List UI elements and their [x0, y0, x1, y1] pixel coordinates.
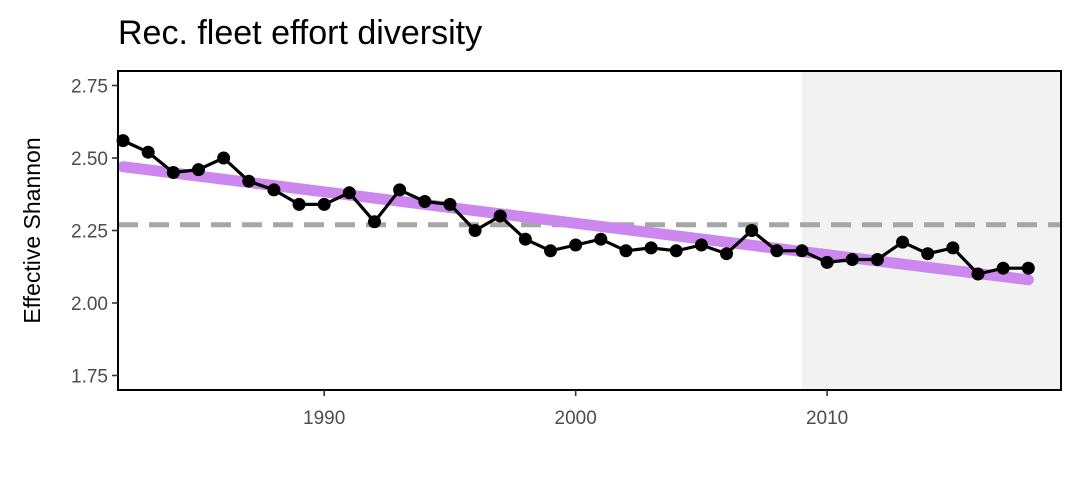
data-point [317, 197, 331, 211]
data-point [141, 145, 155, 159]
chart-title: Rec. fleet effort diversity [118, 14, 483, 52]
data-points [116, 134, 1035, 281]
y-tick-label: 2.25 [71, 222, 108, 243]
data-point [468, 224, 482, 237]
data-point [921, 247, 935, 261]
data-point [242, 174, 256, 188]
x-tick-label: 2000 [555, 408, 597, 429]
data-point [971, 267, 985, 281]
data-point [518, 232, 532, 246]
data-point [418, 195, 432, 208]
data-point [544, 244, 558, 258]
data-point [795, 244, 809, 258]
data-point [443, 197, 457, 211]
y-axis-title: Effective Shannon [19, 137, 45, 323]
data-point [594, 232, 608, 246]
y-tick-label: 2.50 [71, 149, 108, 170]
data-point [845, 253, 859, 266]
data-point [870, 253, 884, 266]
data-point [770, 244, 784, 258]
data-point [217, 151, 231, 165]
data-point [720, 247, 734, 261]
y-tick-label: 1.75 [71, 367, 108, 388]
data-point [644, 241, 658, 255]
data-point [367, 215, 381, 229]
x-tick-label: 1990 [303, 408, 345, 429]
data-point [619, 244, 633, 258]
data-point [996, 261, 1010, 275]
data-point [342, 186, 356, 200]
data-point [267, 183, 281, 197]
data-point [694, 238, 708, 252]
data-point [393, 183, 407, 197]
x-axis: 1990 2000 2010 [303, 390, 848, 429]
data-point [292, 197, 306, 211]
data-point [569, 238, 583, 252]
y-tick-label: 2.75 [71, 77, 108, 98]
data-point [191, 163, 205, 177]
y-tick-label: 2.00 [71, 294, 108, 315]
data-point [166, 166, 180, 179]
shaded-period-region [801, 71, 1061, 390]
data-point [493, 209, 507, 223]
y-axis: 1.75 2.00 2.25 2.50 2.75 [71, 77, 118, 388]
data-point [116, 134, 130, 148]
data-point [896, 235, 910, 249]
data-point [745, 224, 759, 237]
data-point [946, 241, 960, 255]
x-tick-label: 2010 [806, 408, 848, 429]
data-point [669, 244, 683, 258]
data-point [1021, 261, 1035, 275]
data-point [820, 255, 834, 269]
